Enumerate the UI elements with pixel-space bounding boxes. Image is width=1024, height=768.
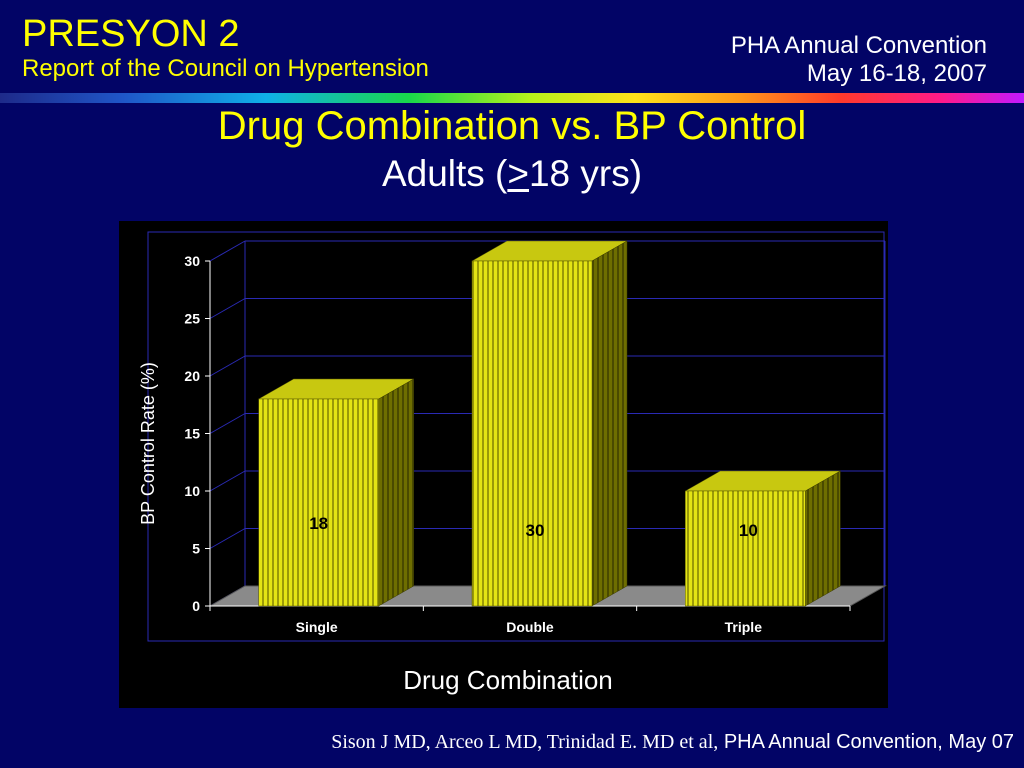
chart-panel: 0 5 10 15 20 25 30 18 Single 30 Double 10 Triple BP C… <box>119 221 888 708</box>
y-axis-title: BP Control Rate (%) <box>138 362 158 525</box>
data-label-double: 30 <box>526 521 545 540</box>
bar-chart: 0 5 10 15 20 25 30 18 Single 30 Double 10 Triple BP C… <box>138 231 887 695</box>
subtitle-suffix: 18 yrs) <box>528 153 643 194</box>
x-tick-label-double: Double <box>506 619 554 635</box>
bar-triple <box>685 490 806 607</box>
gridline-side <box>209 298 246 319</box>
data-label-single: 18 <box>309 514 328 533</box>
subtitle-prefix: Adults ( <box>381 153 508 194</box>
bar-double <box>471 260 593 607</box>
y-tick-label: 0 <box>192 598 200 614</box>
citation: Sison J MD, Arceo L MD, Trinidad E. MD e… <box>331 730 1014 754</box>
bar-side-double <box>591 240 628 607</box>
bar-side-single <box>378 378 414 607</box>
y-tick-label: 5 <box>192 541 200 557</box>
subtitle-symbol: > <box>507 153 529 194</box>
rainbow-divider <box>0 93 1024 103</box>
gridline-side <box>209 240 246 262</box>
y-tick-label: 15 <box>184 426 200 442</box>
plot-area-border <box>147 231 885 642</box>
x-axis-title: Drug Combination <box>403 665 613 695</box>
bar-side-triple <box>805 470 841 607</box>
y-tick-label: 30 <box>184 253 200 269</box>
x-tick-label-triple: Triple <box>725 619 763 635</box>
data-label-triple: 10 <box>739 521 758 540</box>
gridline-side <box>209 413 246 434</box>
citation-source: PHA Annual Convention, May 07 <box>723 731 1014 753</box>
header-subtitle: Report of the Council on Hypertension <box>22 55 429 82</box>
chart-subtitle: Adults (>18 yrs) <box>0 153 1024 195</box>
gridline-side <box>209 355 246 377</box>
y-tick-label: 25 <box>184 311 200 327</box>
header-title: PRESYON 2 <box>22 13 240 55</box>
citation-authors: Sison J MD, Arceo L MD, Trinidad E. MD e… <box>331 731 719 753</box>
gridline-side <box>209 470 246 492</box>
y-tick-label: 20 <box>184 368 200 384</box>
bar-single <box>258 398 379 607</box>
header-event-dates: May 16-18, 2007 <box>806 60 987 87</box>
gridline-side <box>209 528 246 549</box>
header-event-name: PHA Annual Convention <box>730 32 987 59</box>
x-tick-label-single: Single <box>296 619 338 635</box>
y-tick-label: 10 <box>184 483 200 499</box>
chart-title: Drug Combination vs. BP Control <box>217 104 807 148</box>
